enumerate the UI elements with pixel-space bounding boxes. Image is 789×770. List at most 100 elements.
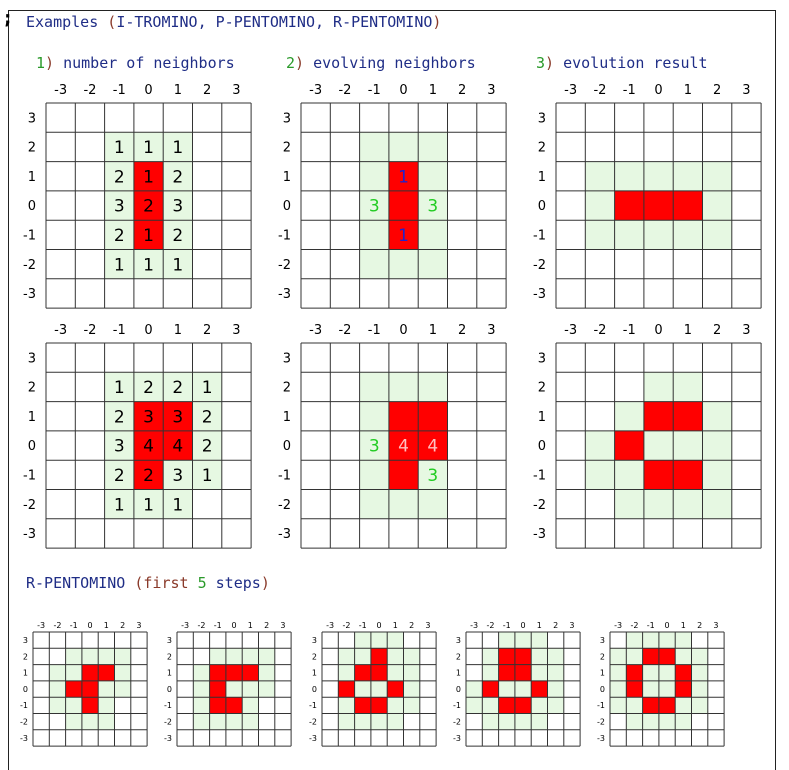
y-tick-label: -3 xyxy=(20,734,28,743)
live-cell xyxy=(642,648,659,665)
neighbor-zone-cell xyxy=(691,697,708,714)
neighbor-zone-cell xyxy=(354,648,371,665)
r-name: R-PENTOMINO xyxy=(26,574,126,592)
neighbor-zone-cell xyxy=(614,220,644,250)
neighbor-zone-cell xyxy=(104,220,134,250)
neighbor-zone-cell xyxy=(642,632,659,649)
neighbor-count: 2 xyxy=(114,226,125,246)
neighbor-zone-cell xyxy=(359,460,389,490)
y-tick-label: 0 xyxy=(28,439,36,454)
live-cell xyxy=(209,680,226,698)
neighbor-zone-cell xyxy=(418,132,448,162)
neighbor-zone-cell xyxy=(673,220,703,250)
x-tick-label: -2 xyxy=(486,621,494,630)
neighbor-count: 2 xyxy=(143,378,154,398)
y-tick-label: 0 xyxy=(600,685,605,694)
live-cell xyxy=(498,648,515,665)
live-cell xyxy=(658,697,676,714)
y-tick-label: 2 xyxy=(312,652,317,661)
live-cell xyxy=(388,401,419,431)
neighbor-zone-cell xyxy=(626,648,643,665)
y-tick-label: 0 xyxy=(23,685,28,694)
y-tick-label: 0 xyxy=(167,685,172,694)
y-tick-label: 1 xyxy=(538,410,546,425)
live-cell xyxy=(675,680,692,698)
neighbor-count: 1 xyxy=(143,138,154,158)
y-tick-label: -1 xyxy=(533,229,546,244)
neighbor-zone-cell xyxy=(65,648,82,665)
neighbor-zone-cell xyxy=(192,430,222,461)
neighbor-zone-cell xyxy=(626,632,643,649)
neighbor-count: 3 xyxy=(369,437,380,457)
neighbor-zone-cell xyxy=(359,161,389,191)
neighbor-count: 1 xyxy=(143,495,154,515)
r-first-word: first xyxy=(143,574,189,592)
live-cell xyxy=(675,664,692,681)
x-tick-label: 2 xyxy=(264,621,269,630)
x-tick-label: -1 xyxy=(214,621,222,630)
neighbor-zone-cell xyxy=(675,697,692,714)
y-tick-label: -2 xyxy=(278,498,291,513)
neighbor-zone-cell xyxy=(104,489,134,519)
live-cell xyxy=(133,190,164,221)
neighbor-count: 1 xyxy=(202,466,213,486)
x-tick-label: 0 xyxy=(399,83,407,98)
live-cell xyxy=(338,680,355,698)
neighbor-count: 1 xyxy=(202,378,213,398)
live-cell xyxy=(370,664,388,681)
column-title-3: 3) evolution result xyxy=(536,54,708,72)
x-tick-label: -1 xyxy=(623,323,636,338)
live-cell xyxy=(498,697,515,714)
x-tick-label: -3 xyxy=(309,323,322,338)
x-tick-label: 1 xyxy=(174,83,182,98)
live-cell xyxy=(514,664,532,681)
neighbor-count: 1 xyxy=(172,255,183,275)
neighbor-zone-cell xyxy=(209,648,226,665)
live-cell xyxy=(531,680,548,698)
x-tick-label: -3 xyxy=(470,621,478,630)
x-tick-label: -2 xyxy=(83,323,96,338)
live-cell xyxy=(514,648,532,665)
neighbor-zone-cell xyxy=(338,697,355,714)
neighbor-zone-cell xyxy=(209,713,226,730)
x-tick-label: 2 xyxy=(713,323,721,338)
neighbor-zone-cell xyxy=(585,161,615,191)
column-label: evolving neighbors xyxy=(313,54,476,72)
x-tick-label: -3 xyxy=(564,83,577,98)
y-tick-label: 3 xyxy=(312,636,317,645)
x-tick-label: 0 xyxy=(654,323,662,338)
neighbor-zone-cell xyxy=(547,648,564,665)
neighbor-zone-cell xyxy=(163,489,193,519)
column-title-2: 2) evolving neighbors xyxy=(286,54,476,72)
live-cell xyxy=(133,401,164,431)
x-tick-label: 3 xyxy=(742,83,750,98)
y-tick-label: -1 xyxy=(278,469,291,484)
neighbor-zone-cell xyxy=(418,460,448,490)
neighbor-zone-cell xyxy=(643,489,674,519)
r-step-count: 5 xyxy=(197,574,207,592)
live-cell xyxy=(643,401,674,431)
neighbor-count: 3 xyxy=(172,407,183,427)
y-tick-label: 1 xyxy=(456,669,461,678)
x-tick-label: -2 xyxy=(338,323,351,338)
x-tick-label: 0 xyxy=(377,621,382,630)
x-tick-label: 2 xyxy=(458,323,466,338)
x-tick-label: 2 xyxy=(458,83,466,98)
neighbor-zone-cell xyxy=(482,648,499,665)
x-tick-label: 2 xyxy=(120,621,125,630)
y-tick-label: 3 xyxy=(456,636,461,645)
neighbor-zone-cell xyxy=(359,372,389,402)
neighbor-zone-cell xyxy=(643,430,674,461)
neighbor-count: 1 xyxy=(143,167,154,187)
neighbor-zone-cell xyxy=(104,132,134,162)
live-cell xyxy=(614,430,644,461)
x-tick-label: 1 xyxy=(429,83,437,98)
neighbor-zone-cell xyxy=(418,161,448,191)
neighbor-zone-cell xyxy=(547,697,564,714)
neighbor-zone-cell xyxy=(531,713,548,730)
y-tick-label: 1 xyxy=(28,410,36,425)
neighbor-count: 2 xyxy=(202,407,213,427)
neighbor-zone-cell xyxy=(242,697,259,714)
neighbor-zone-cell xyxy=(585,460,615,490)
